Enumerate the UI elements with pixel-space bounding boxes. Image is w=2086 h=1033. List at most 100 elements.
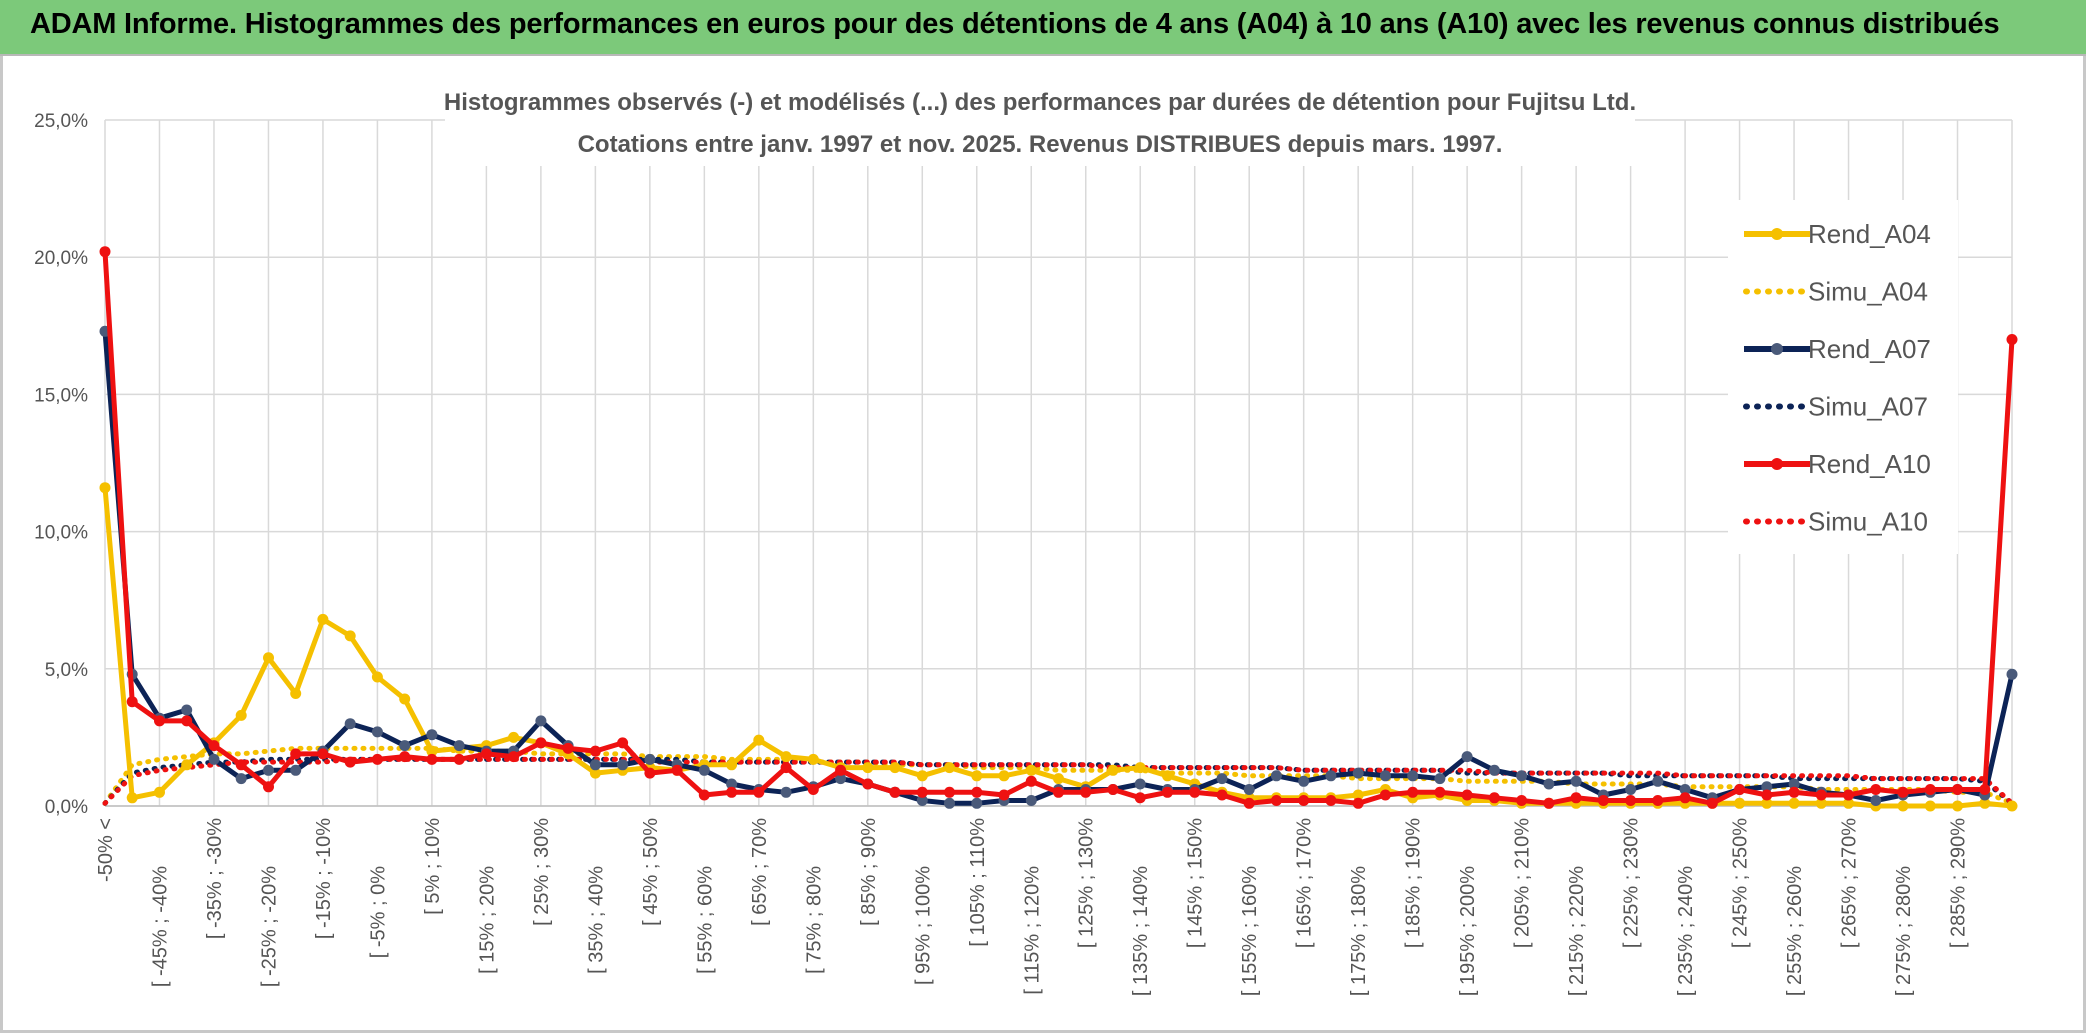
data-point-rend-a07 (1134, 778, 1146, 790)
data-point-rend-a04 (1979, 797, 1991, 809)
data-point-rend-a04 (317, 613, 329, 625)
data-point-rend-a10 (1270, 795, 1282, 806)
data-point-rend-a10 (807, 784, 819, 795)
data-point-rend-a10 (154, 715, 165, 727)
x-tick-label: [ 265% ; 270% (1839, 818, 1861, 948)
data-point-rend-a04 (916, 770, 928, 782)
data-point-rend-a10 (1652, 795, 1664, 806)
data-point-rend-a10 (235, 759, 247, 771)
data-point-rend-a04 (780, 751, 792, 763)
data-point-rend-a10 (1243, 797, 1255, 809)
data-point-rend-a07 (1270, 770, 1282, 782)
data-point-rend-a07 (263, 764, 274, 776)
data-point-rend-a07 (1407, 770, 1419, 782)
data-point-rend-a10 (944, 786, 955, 798)
legend-label: Rend_A07 (1808, 334, 1931, 364)
x-tick-label: [ 55% ; 60% (694, 866, 716, 974)
x-tick-label: [ 245% ; 250% (1730, 818, 1752, 948)
data-point-rend-a07 (426, 729, 438, 741)
data-point-rend-a04 (290, 688, 302, 699)
series-simu-a10 (102, 756, 2015, 806)
data-point-rend-a10 (1706, 797, 1718, 809)
data-point-rend-a07 (399, 740, 411, 752)
data-point-rend-a04 (862, 762, 874, 774)
legend-label: Simu_A07 (1808, 392, 1928, 422)
legend: Rend_A04 Simu_A04 Rend_A07 Simu_A07 Rend_A10… (1728, 200, 1958, 554)
data-point-rend-a04 (889, 762, 901, 774)
legend-label: Rend_A10 (1808, 449, 1931, 479)
data-point-rend-a10 (1298, 795, 1310, 806)
data-point-rend-a04 (971, 770, 983, 782)
legend-marker (1771, 228, 1783, 240)
data-point-rend-a10 (998, 789, 1010, 801)
data-point-rend-a10 (208, 740, 220, 752)
data-point-rend-a07 (1625, 784, 1637, 795)
x-tick-label: [ 275% ; 280% (1893, 866, 1915, 996)
data-point-rend-a04 (426, 745, 438, 757)
data-point-rend-a04 (998, 770, 1010, 782)
data-point-rend-a04 (1734, 797, 1746, 809)
data-point-rend-a07 (344, 718, 356, 730)
x-tick-label: [ 145% ; 150% (1185, 818, 1207, 948)
data-point-rend-a07 (589, 759, 601, 771)
data-point-rend-a07 (1461, 751, 1473, 763)
data-point-rend-a04 (235, 709, 247, 721)
data-point-rend-a10 (617, 737, 629, 749)
data-point-rend-a10 (1407, 786, 1419, 798)
x-tick-label: [ 65% ; 70% (749, 818, 771, 926)
data-point-rend-a10 (562, 742, 574, 754)
data-point-rend-a10 (1434, 786, 1446, 798)
data-point-rend-a10 (1952, 784, 1963, 795)
data-point-rend-a10 (1107, 784, 1119, 795)
data-point-rend-a07 (208, 753, 220, 765)
data-point-rend-a07 (916, 795, 928, 806)
line-chart: 0,0% 5,0% 10,0% 15,0% 20,0% 25,0% -50% < [ -45… (34, 80, 2018, 996)
data-point-rend-a04 (371, 671, 383, 683)
x-axis: -50% < [ -45% ; -40% [ -35% ; -30% [ -25% ;… (95, 818, 1970, 996)
data-point-rend-a10 (1461, 789, 1473, 801)
data-point-rend-a04 (1843, 797, 1854, 809)
data-point-rend-a07 (1516, 770, 1528, 782)
grid-layer (104, 119, 2013, 807)
data-point-rend-a04 (1788, 797, 1800, 809)
data-point-rend-a07 (2006, 668, 2018, 680)
x-tick-label: [ 175% ; 180% (1348, 866, 1370, 996)
legend-item-simu-a04: Simu_A04 (1743, 277, 1928, 307)
data-point-rend-a10 (1352, 797, 1364, 809)
data-point-rend-a07 (1870, 795, 1882, 806)
data-point-rend-a10 (1597, 795, 1609, 806)
x-tick-label: [ 135% ; 140% (1130, 866, 1152, 996)
data-point-rend-a10 (1189, 786, 1201, 798)
data-point-rend-a10 (1625, 795, 1637, 806)
series-rend-a10 (99, 246, 2018, 809)
data-point-rend-a04 (1815, 797, 1827, 809)
data-point-rend-a04 (181, 759, 193, 771)
data-point-rend-a04 (344, 630, 356, 642)
data-point-rend-a10 (971, 786, 983, 798)
data-point-rend-a10 (453, 753, 465, 765)
data-point-rend-a07 (1543, 778, 1555, 790)
legend-background (1728, 200, 1958, 554)
data-point-rend-a10 (726, 786, 738, 798)
data-point-rend-a04 (399, 693, 411, 705)
y-tick-label: 0,0% (45, 797, 88, 818)
x-tick-label: [ 105% ; 110% (967, 818, 989, 947)
legend-label: Simu_A04 (1808, 277, 1928, 307)
legend-label: Simu_A10 (1808, 507, 1928, 537)
data-point-rend-a10 (1679, 792, 1691, 804)
legend-item-rend-a04: Rend_A04 (1744, 219, 1931, 249)
data-point-rend-a10 (1134, 792, 1146, 804)
data-point-rend-a07 (726, 778, 738, 790)
data-point-rend-a07 (1788, 778, 1800, 790)
data-point-rend-a10 (1843, 789, 1854, 801)
data-point-rend-a07 (1761, 781, 1773, 793)
data-point-rend-a10 (671, 764, 683, 776)
data-point-rend-a10 (644, 767, 656, 779)
legend-item-simu-a10: Simu_A10 (1743, 507, 1928, 537)
x-tick-label: [ -15% ; -10% (313, 818, 335, 939)
data-point-rend-a04 (508, 731, 520, 743)
data-point-rend-a04 (1025, 764, 1037, 776)
data-point-rend-a07 (1679, 784, 1691, 795)
x-tick-label: [ 75% ; 80% (803, 866, 825, 974)
data-point-rend-a04 (1761, 797, 1773, 809)
